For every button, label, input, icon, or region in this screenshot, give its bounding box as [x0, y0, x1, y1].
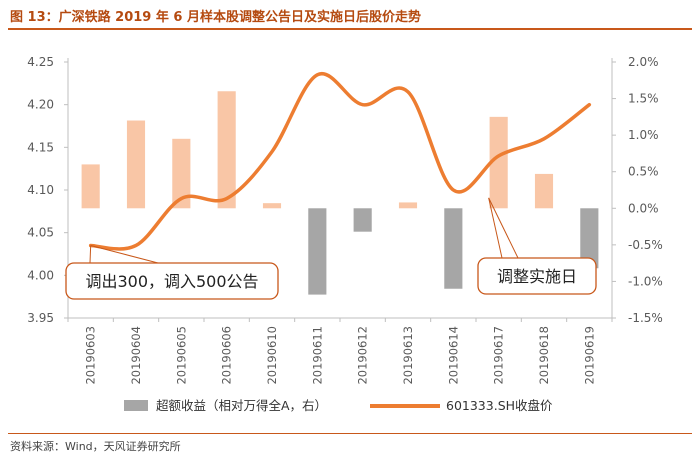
- right-tick-label: 1.5%: [628, 92, 659, 106]
- x-tick-label: 20190619: [582, 326, 596, 385]
- x-tick-label: 20190612: [356, 326, 370, 385]
- callout-box: [65, 262, 279, 300]
- bar-excess-return: [580, 208, 599, 269]
- x-tick-label: 20190604: [129, 326, 143, 385]
- figure-title: 图 13：广深铁路 2019 年 6 月样本股调整公告日及实施日后股价走势: [10, 10, 421, 25]
- legend-label-line: 601333.SH收盘价: [446, 398, 553, 413]
- callout-text: 调出300，调入500公告: [85, 272, 258, 291]
- right-tick-label: -1.5%: [628, 311, 663, 325]
- right-tick-label: 2.0%: [628, 55, 659, 69]
- x-tick-label: 20190618: [537, 326, 551, 385]
- legend-swatch-bar: [124, 400, 148, 411]
- left-tick-label: 4.00: [27, 268, 54, 282]
- x-tick-label: 20190606: [220, 326, 234, 385]
- callout-box: [477, 257, 597, 295]
- right-tick-label: 0.0%: [628, 201, 659, 215]
- right-tick-label: -1.0%: [628, 274, 663, 288]
- bar-excess-return: [217, 91, 236, 209]
- x-tick-label: 20190614: [446, 326, 460, 385]
- left-tick-label: 4.25: [27, 55, 54, 69]
- chart-area: 3.95 4.00 4.05 4.10 4.15 4.20 4.25 -1.5% -1.0% -0…: [0, 30, 700, 430]
- left-tick-label: 4.20: [27, 98, 54, 112]
- bar-excess-return: [534, 173, 554, 209]
- x-tick-label: 20190610: [265, 326, 279, 385]
- x-tick-label: 20190611: [310, 326, 324, 385]
- bar-excess-return: [172, 138, 191, 209]
- chart-svg: 3.95 4.00 4.05 4.10 4.15 4.20 4.25 -1.5% -1.0% -0…: [27, 55, 663, 413]
- source-divider: [8, 433, 692, 434]
- title-bar: 图 13：广深铁路 2019 年 6 月样本股调整公告日及实施日后股价走势: [0, 0, 700, 30]
- callout-leader: [90, 244, 159, 264]
- x-tick-label: 20190605: [174, 326, 188, 385]
- source-note: 资料来源：Wind，天风证券研究所: [10, 440, 181, 453]
- x-tick-label: 20190617: [492, 326, 506, 385]
- right-tick-label: 1.0%: [628, 128, 659, 142]
- x-tick-label: 20190603: [84, 326, 98, 385]
- bar-excess-return: [262, 203, 282, 209]
- bar-excess-return: [398, 202, 418, 209]
- bar-excess-return: [444, 208, 463, 289]
- bar-excess-return: [81, 164, 100, 209]
- x-tick-label: 20190613: [401, 326, 415, 385]
- left-tick-label: 4.05: [27, 226, 54, 240]
- left-tick-label: 4.10: [27, 183, 54, 197]
- right-tick-label: -0.5%: [628, 238, 663, 252]
- line-close-price: [88, 71, 592, 251]
- left-tick-label: 4.15: [27, 140, 54, 154]
- callout-leader: [488, 197, 503, 259]
- bar-excess-return: [308, 208, 327, 295]
- callout-text: 调整实施日: [497, 267, 577, 286]
- right-tick-label: 0.5%: [628, 165, 659, 179]
- callout-leader: [89, 245, 92, 264]
- left-tick-label: 3.95: [27, 311, 54, 325]
- callout-leader: [488, 197, 519, 259]
- title-divider: [8, 28, 692, 30]
- bar-excess-return: [126, 120, 146, 209]
- legend-label-bar: 超额收益（相对万得全A，右）: [156, 398, 327, 413]
- bar-excess-return: [353, 208, 372, 232]
- bar-excess-return: [489, 116, 508, 209]
